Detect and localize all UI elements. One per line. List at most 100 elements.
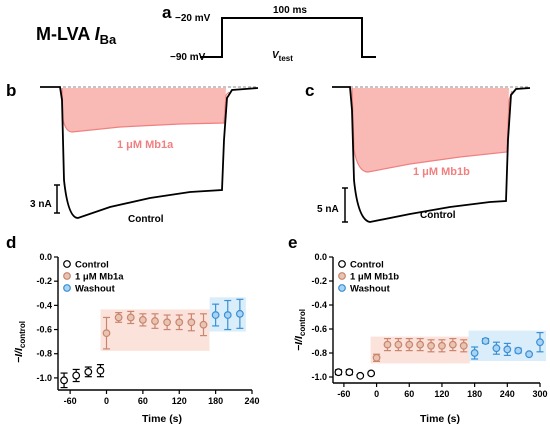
trace-c: 1 μM Mb1b Control 5 nA: [317, 86, 531, 223]
y-tick-label: -0.6: [36, 325, 52, 335]
figure-title: M-LVA IBa: [36, 24, 117, 47]
data-point: [416, 340, 425, 349]
data-point: [367, 369, 376, 378]
data-point: [96, 366, 105, 375]
x-tick-label: 120: [434, 389, 449, 399]
trace-b: 1 μM Mb1a Control 3 nA: [30, 86, 259, 225]
protocol-v-high: −20 mV: [175, 13, 211, 24]
x-tick-label: 0: [104, 396, 109, 406]
drug-label: 1 μM Mb1a: [117, 139, 174, 151]
control-trace: [332, 86, 531, 223]
legend-label: Control: [75, 260, 109, 271]
data-point: [383, 340, 392, 349]
panel-letter-c: c: [305, 81, 314, 100]
x-tick-label: 60: [404, 389, 414, 399]
legend-label: Washout: [75, 284, 116, 295]
data-point: [514, 346, 523, 355]
x-tick-label: -60: [64, 396, 77, 406]
panel-letter-d: d: [6, 233, 16, 252]
data-point: [235, 309, 244, 318]
protocol-trace: [200, 17, 376, 58]
data-point: [211, 311, 220, 319]
protocol-duration: 100 ms: [273, 5, 307, 16]
legend-marker: [338, 284, 346, 292]
drug-trace: [61, 87, 230, 133]
panel-letter-a: a: [162, 3, 172, 22]
legend-marker: [63, 272, 71, 280]
panel-letter-e: e: [288, 233, 297, 252]
chart-d: -1.0 -0.8 -0.6 -0.4 -0.2 0.0 -60 0 60 120 180 240: [36, 252, 259, 406]
data-point: [199, 320, 208, 329]
legend-marker: [338, 260, 346, 268]
data-point: [138, 315, 147, 324]
x-tick-label: 240: [500, 389, 515, 399]
panel-letter-b: b: [6, 81, 16, 100]
data-point: [492, 344, 501, 353]
chart-e: -1.0 -0.8 -0.6 -0.4 -0.2 0.0 -60 0 60 120 180 240 30…: [311, 252, 547, 399]
y-tick-label: -0.4: [36, 300, 52, 310]
legend-marker: [338, 272, 346, 280]
legend-marker: [63, 260, 71, 268]
data-point: [187, 318, 196, 327]
x-tick-label: 300: [532, 389, 547, 399]
x-tick-label: 240: [244, 396, 259, 406]
data-point: [126, 313, 135, 322]
x-tick-label: 180: [208, 396, 223, 406]
y-tick-label: -1.0: [311, 372, 327, 382]
chart-e-ylabel: −I/Icontrol: [293, 309, 307, 351]
scale-label: 3 nA: [30, 199, 52, 210]
y-tick-label: 0.0: [39, 252, 52, 262]
drug-trace: [351, 87, 513, 173]
drug-label: 1 μM Mb1b: [413, 166, 470, 178]
x-tick-label: 0: [374, 389, 379, 399]
y-tick-label: -0.4: [311, 300, 327, 310]
control-label: Control: [420, 210, 456, 221]
data-point: [72, 371, 81, 380]
chart-d-ylabel: −I/Icontrol: [13, 321, 27, 363]
data-point: [345, 368, 354, 377]
chart-e-xlabel: Time (s): [420, 413, 460, 425]
drug-fill-area: [352, 88, 509, 172]
x-tick-label: 180: [467, 389, 482, 399]
protocol-v-low: −90 mV: [170, 52, 206, 63]
data-point: [470, 349, 479, 357]
data-point: [459, 341, 468, 350]
legend-label: 1 μM Mb1a: [75, 272, 124, 283]
data-point: [356, 371, 365, 380]
y-tick-label: -1.0: [36, 373, 52, 383]
protocol-v-test: Vtest: [272, 50, 293, 63]
data-point: [372, 353, 381, 362]
data-point: [525, 350, 534, 359]
data-point: [60, 376, 68, 385]
legend-marker: [63, 284, 71, 292]
data-point: [114, 313, 123, 322]
drug-fill-area: [62, 88, 226, 132]
data-point: [503, 345, 512, 354]
data-point: [334, 368, 343, 377]
y-tick-label: -0.8: [36, 349, 52, 359]
data-point: [427, 341, 435, 350]
data-point: [394, 340, 403, 349]
data-point: [481, 337, 490, 345]
legend-label: 1 μM Mb1b: [350, 272, 399, 283]
legend-label: Control: [350, 260, 384, 271]
chart-d-xlabel: Time (s): [142, 413, 182, 425]
data-point: [448, 340, 457, 349]
data-point: [163, 318, 172, 327]
data-point: [151, 317, 159, 325]
data-point: [223, 311, 232, 319]
data-point: [536, 338, 544, 347]
x-tick-label: 120: [172, 396, 187, 406]
legend-label: Washout: [350, 284, 391, 295]
control-trace: [40, 86, 259, 219]
data-point: [84, 367, 93, 376]
x-tick-label: -60: [337, 389, 350, 399]
voltage-protocol: −20 mV −90 mV 100 ms Vtest: [170, 5, 376, 63]
scale-label: 5 nA: [317, 204, 339, 215]
data-point: [102, 329, 111, 338]
data-point: [175, 318, 184, 327]
data-point: [405, 340, 414, 349]
